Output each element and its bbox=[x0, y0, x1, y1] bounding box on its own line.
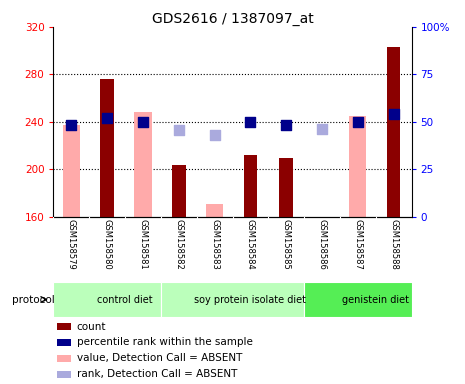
Text: GSM158580: GSM158580 bbox=[103, 219, 112, 270]
Bar bbox=[53, 282, 161, 317]
Bar bbox=[279, 157, 293, 217]
Bar bbox=[304, 282, 412, 317]
Bar bbox=[134, 113, 152, 217]
Text: protocol: protocol bbox=[12, 295, 54, 305]
Text: GSM158581: GSM158581 bbox=[139, 219, 147, 270]
Text: percentile rank within the sample: percentile rank within the sample bbox=[77, 338, 252, 348]
Text: rank, Detection Call = ABSENT: rank, Detection Call = ABSENT bbox=[77, 369, 237, 379]
Text: GSM158587: GSM158587 bbox=[353, 219, 362, 270]
Text: GSM158588: GSM158588 bbox=[389, 219, 398, 270]
Bar bbox=[161, 282, 304, 317]
Bar bbox=[63, 126, 80, 217]
Bar bbox=[100, 79, 114, 217]
Text: GSM158582: GSM158582 bbox=[174, 219, 183, 270]
Point bbox=[282, 122, 290, 129]
Point bbox=[67, 122, 75, 129]
Bar bbox=[244, 155, 257, 217]
Point bbox=[175, 127, 182, 133]
Point bbox=[390, 111, 397, 117]
Text: GSM158585: GSM158585 bbox=[282, 219, 291, 270]
Title: GDS2616 / 1387097_at: GDS2616 / 1387097_at bbox=[152, 12, 313, 26]
Bar bbox=[206, 204, 223, 217]
Text: soy protein isolate diet: soy protein isolate diet bbox=[194, 295, 306, 305]
Text: value, Detection Call = ABSENT: value, Detection Call = ABSENT bbox=[77, 353, 242, 363]
Point bbox=[139, 119, 146, 125]
Text: GSM158579: GSM158579 bbox=[67, 219, 76, 270]
Bar bbox=[57, 339, 71, 346]
Text: genistein diet: genistein diet bbox=[342, 295, 409, 305]
Text: GSM158584: GSM158584 bbox=[246, 219, 255, 270]
Point bbox=[354, 119, 361, 125]
Bar bbox=[387, 47, 400, 217]
Text: GSM158583: GSM158583 bbox=[210, 219, 219, 270]
Bar bbox=[57, 371, 71, 377]
Point bbox=[246, 119, 254, 125]
Bar bbox=[172, 165, 186, 217]
Point bbox=[318, 126, 325, 132]
Text: control diet: control diet bbox=[97, 295, 153, 305]
Text: GSM158586: GSM158586 bbox=[318, 219, 326, 270]
Bar bbox=[57, 323, 71, 330]
Point bbox=[103, 115, 111, 121]
Point bbox=[211, 132, 218, 138]
Bar bbox=[349, 116, 366, 217]
Bar bbox=[57, 355, 71, 362]
Text: count: count bbox=[77, 322, 106, 332]
